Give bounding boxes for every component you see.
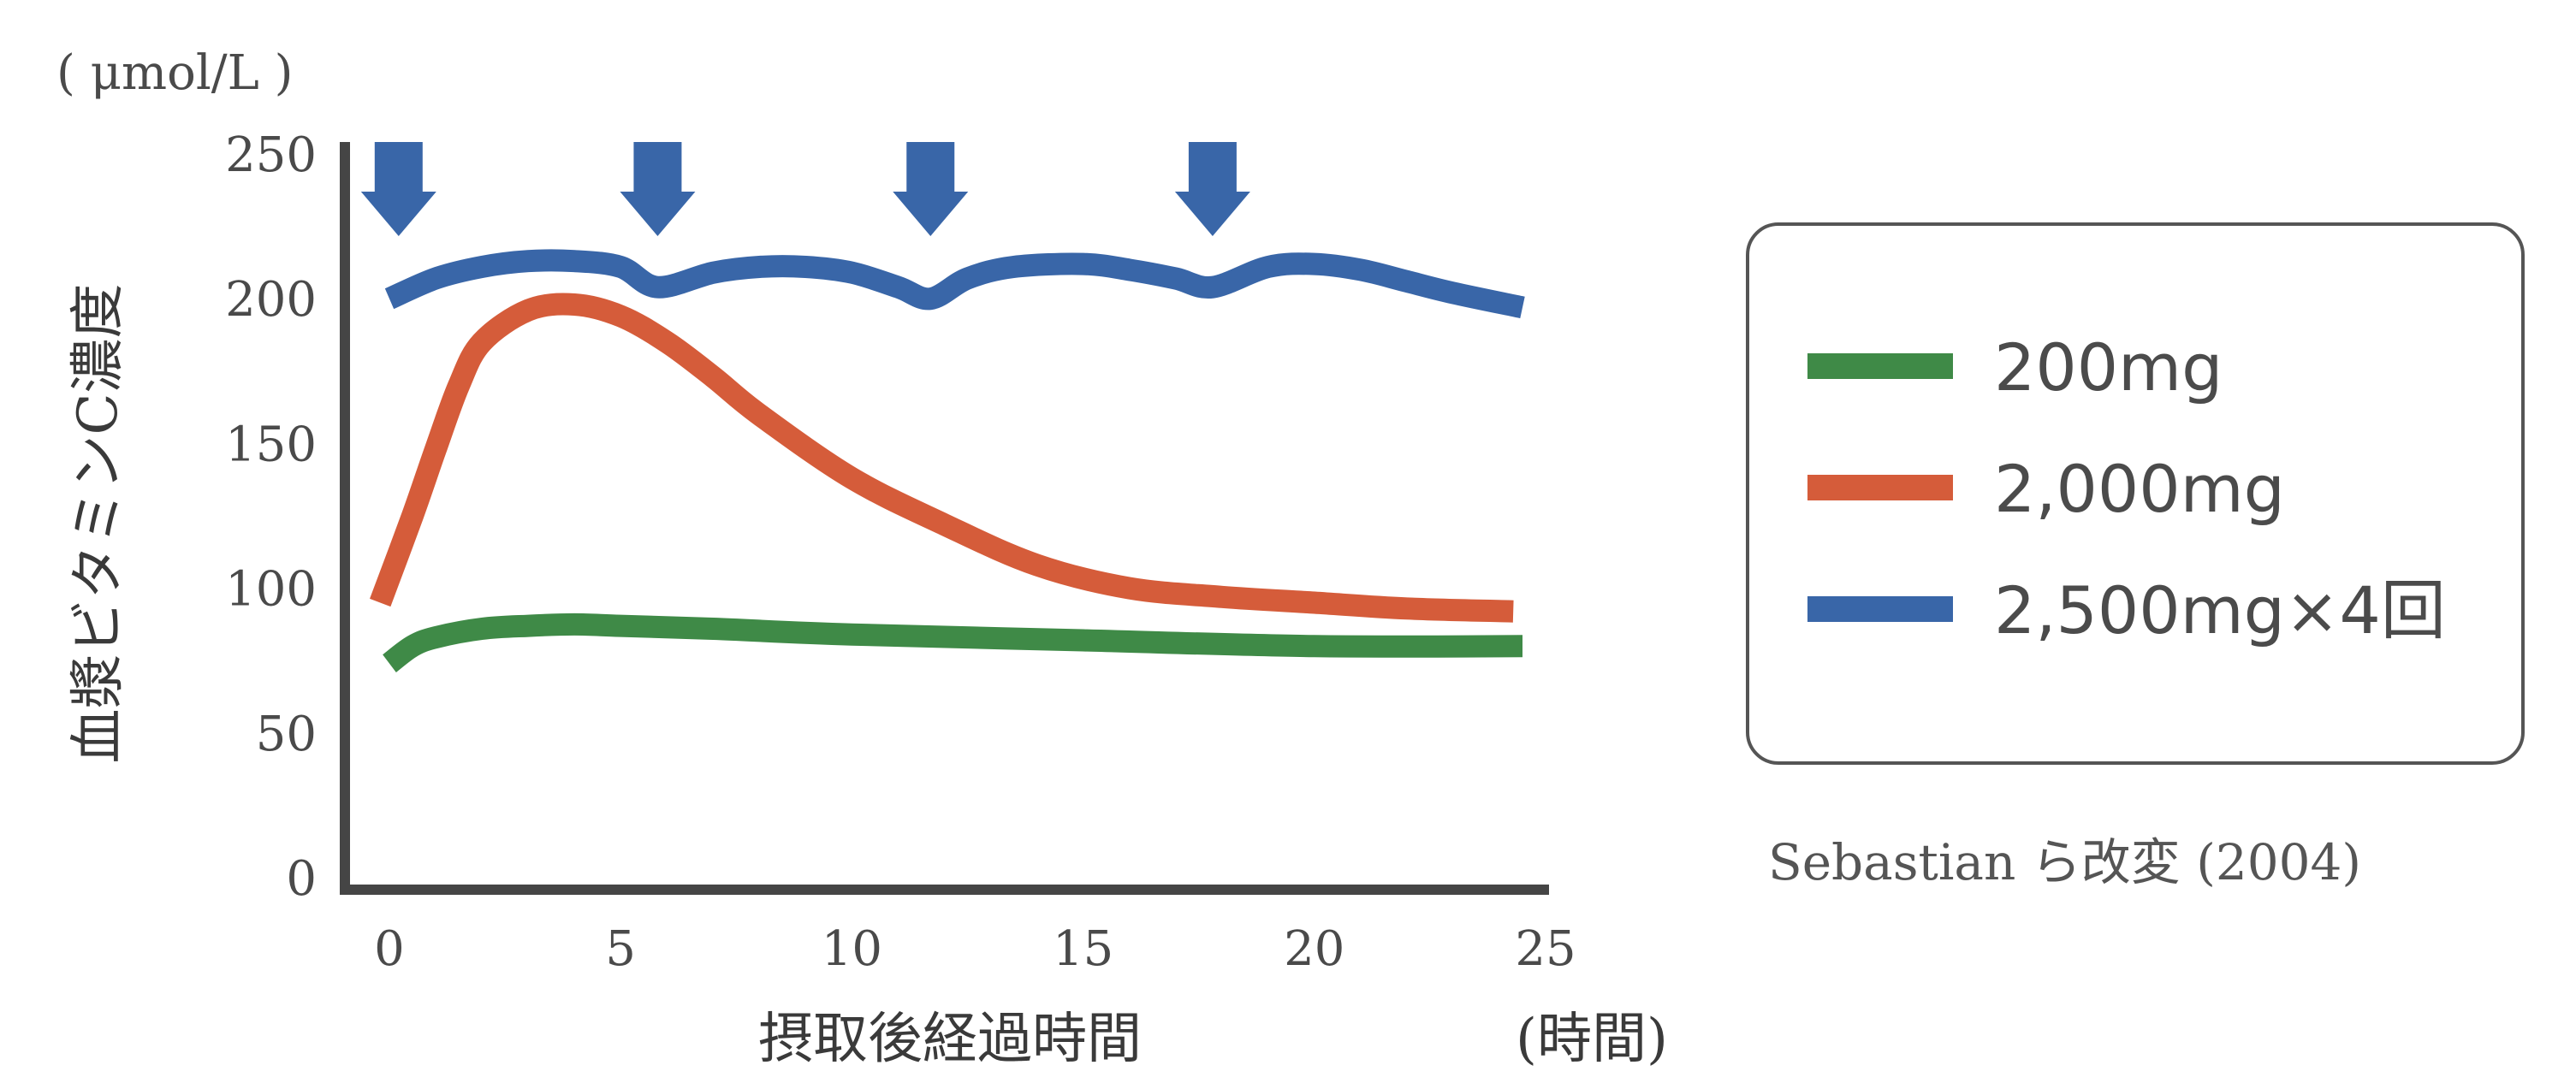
dose-arrows [360,142,1250,236]
x-tick-label: 15 [1053,921,1113,977]
x-axis-unit: (時間) [1516,1008,1668,1071]
series-lines [370,249,1525,672]
series-line-0 [382,613,1523,672]
series-line-2 [384,249,1525,319]
x-tick-label: 20 [1284,921,1344,977]
legend-label: 2,000mg [1994,451,2285,527]
dose-arrow-icon [1174,142,1250,236]
y-tick-label: 100 [225,562,317,618]
y-tick-label: 150 [225,417,317,472]
dose-arrow-icon [620,142,696,236]
series-line-1 [370,293,1514,623]
y-tick-label: 200 [225,272,317,328]
legend: 200mg 2,000mg 2,500mg×4回 [1807,329,2446,648]
y-tick-label: 50 [256,707,317,762]
x-tick-label: 25 [1515,921,1576,977]
legend-label: 2,500mg×4回 [1994,572,2446,648]
x-axis-title: 摂取後経過時間 [758,1008,1142,1071]
y-tick-labels: 0 50 100 150 200 250 [225,127,317,907]
y-axis-title: 血漿ビタミンC濃度 [67,284,130,764]
x-tick-label: 10 [822,921,882,977]
x-tick-label: 5 [605,921,636,977]
source-note: Sebastian ら改変 (2004) [1768,833,2361,891]
y-tick-label: 250 [225,127,317,183]
x-tick-label: 0 [374,921,405,977]
legend-label: 200mg [1994,329,2223,405]
dose-arrow-icon [360,142,436,236]
x-tick-labels: 0 5 10 15 20 25 [374,921,1576,977]
y-axis-unit: ( μmol/L ) [56,45,293,101]
y-tick-label: 0 [286,851,317,907]
dose-arrow-icon [893,142,969,236]
